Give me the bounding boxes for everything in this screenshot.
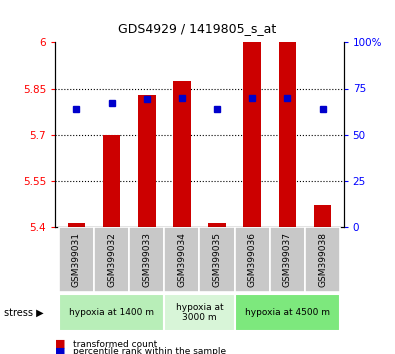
Bar (68, 223, 85, 227)
Text: ■: ■ (55, 339, 66, 349)
Bar (164, 227, 199, 292)
Bar (243, 42, 261, 227)
Bar (94, 227, 129, 292)
Bar (235, 227, 270, 292)
Text: hypoxia at 1400 m: hypoxia at 1400 m (69, 308, 154, 317)
Bar (59, 227, 94, 292)
Bar (314, 205, 331, 227)
Bar (235, 294, 340, 331)
Text: ■: ■ (55, 346, 66, 354)
Bar (59, 294, 164, 331)
Bar (103, 135, 120, 227)
Text: GSM399037: GSM399037 (283, 232, 292, 287)
Bar (138, 95, 156, 227)
Bar (164, 294, 235, 331)
Bar (305, 227, 340, 292)
Text: hypoxia at 4500 m: hypoxia at 4500 m (245, 308, 330, 317)
Text: percentile rank within the sample: percentile rank within the sample (73, 347, 226, 354)
Text: stress ▶: stress ▶ (4, 307, 43, 318)
Bar (208, 223, 226, 227)
Text: GSM399032: GSM399032 (107, 232, 116, 287)
Text: GSM399035: GSM399035 (213, 232, 222, 287)
Bar (278, 42, 296, 227)
Text: GSM399031: GSM399031 (72, 232, 81, 287)
Bar (199, 227, 235, 292)
Text: GSM399033: GSM399033 (142, 232, 151, 287)
Text: GSM399038: GSM399038 (318, 232, 327, 287)
Text: GSM399036: GSM399036 (248, 232, 257, 287)
Text: GSM399034: GSM399034 (177, 232, 186, 287)
Bar (270, 227, 305, 292)
Text: hypoxia at
3000 m: hypoxia at 3000 m (176, 303, 223, 322)
Bar (129, 227, 164, 292)
Text: transformed count: transformed count (73, 339, 157, 349)
Text: GDS4929 / 1419805_s_at: GDS4929 / 1419805_s_at (118, 22, 276, 35)
Bar (173, 81, 191, 227)
